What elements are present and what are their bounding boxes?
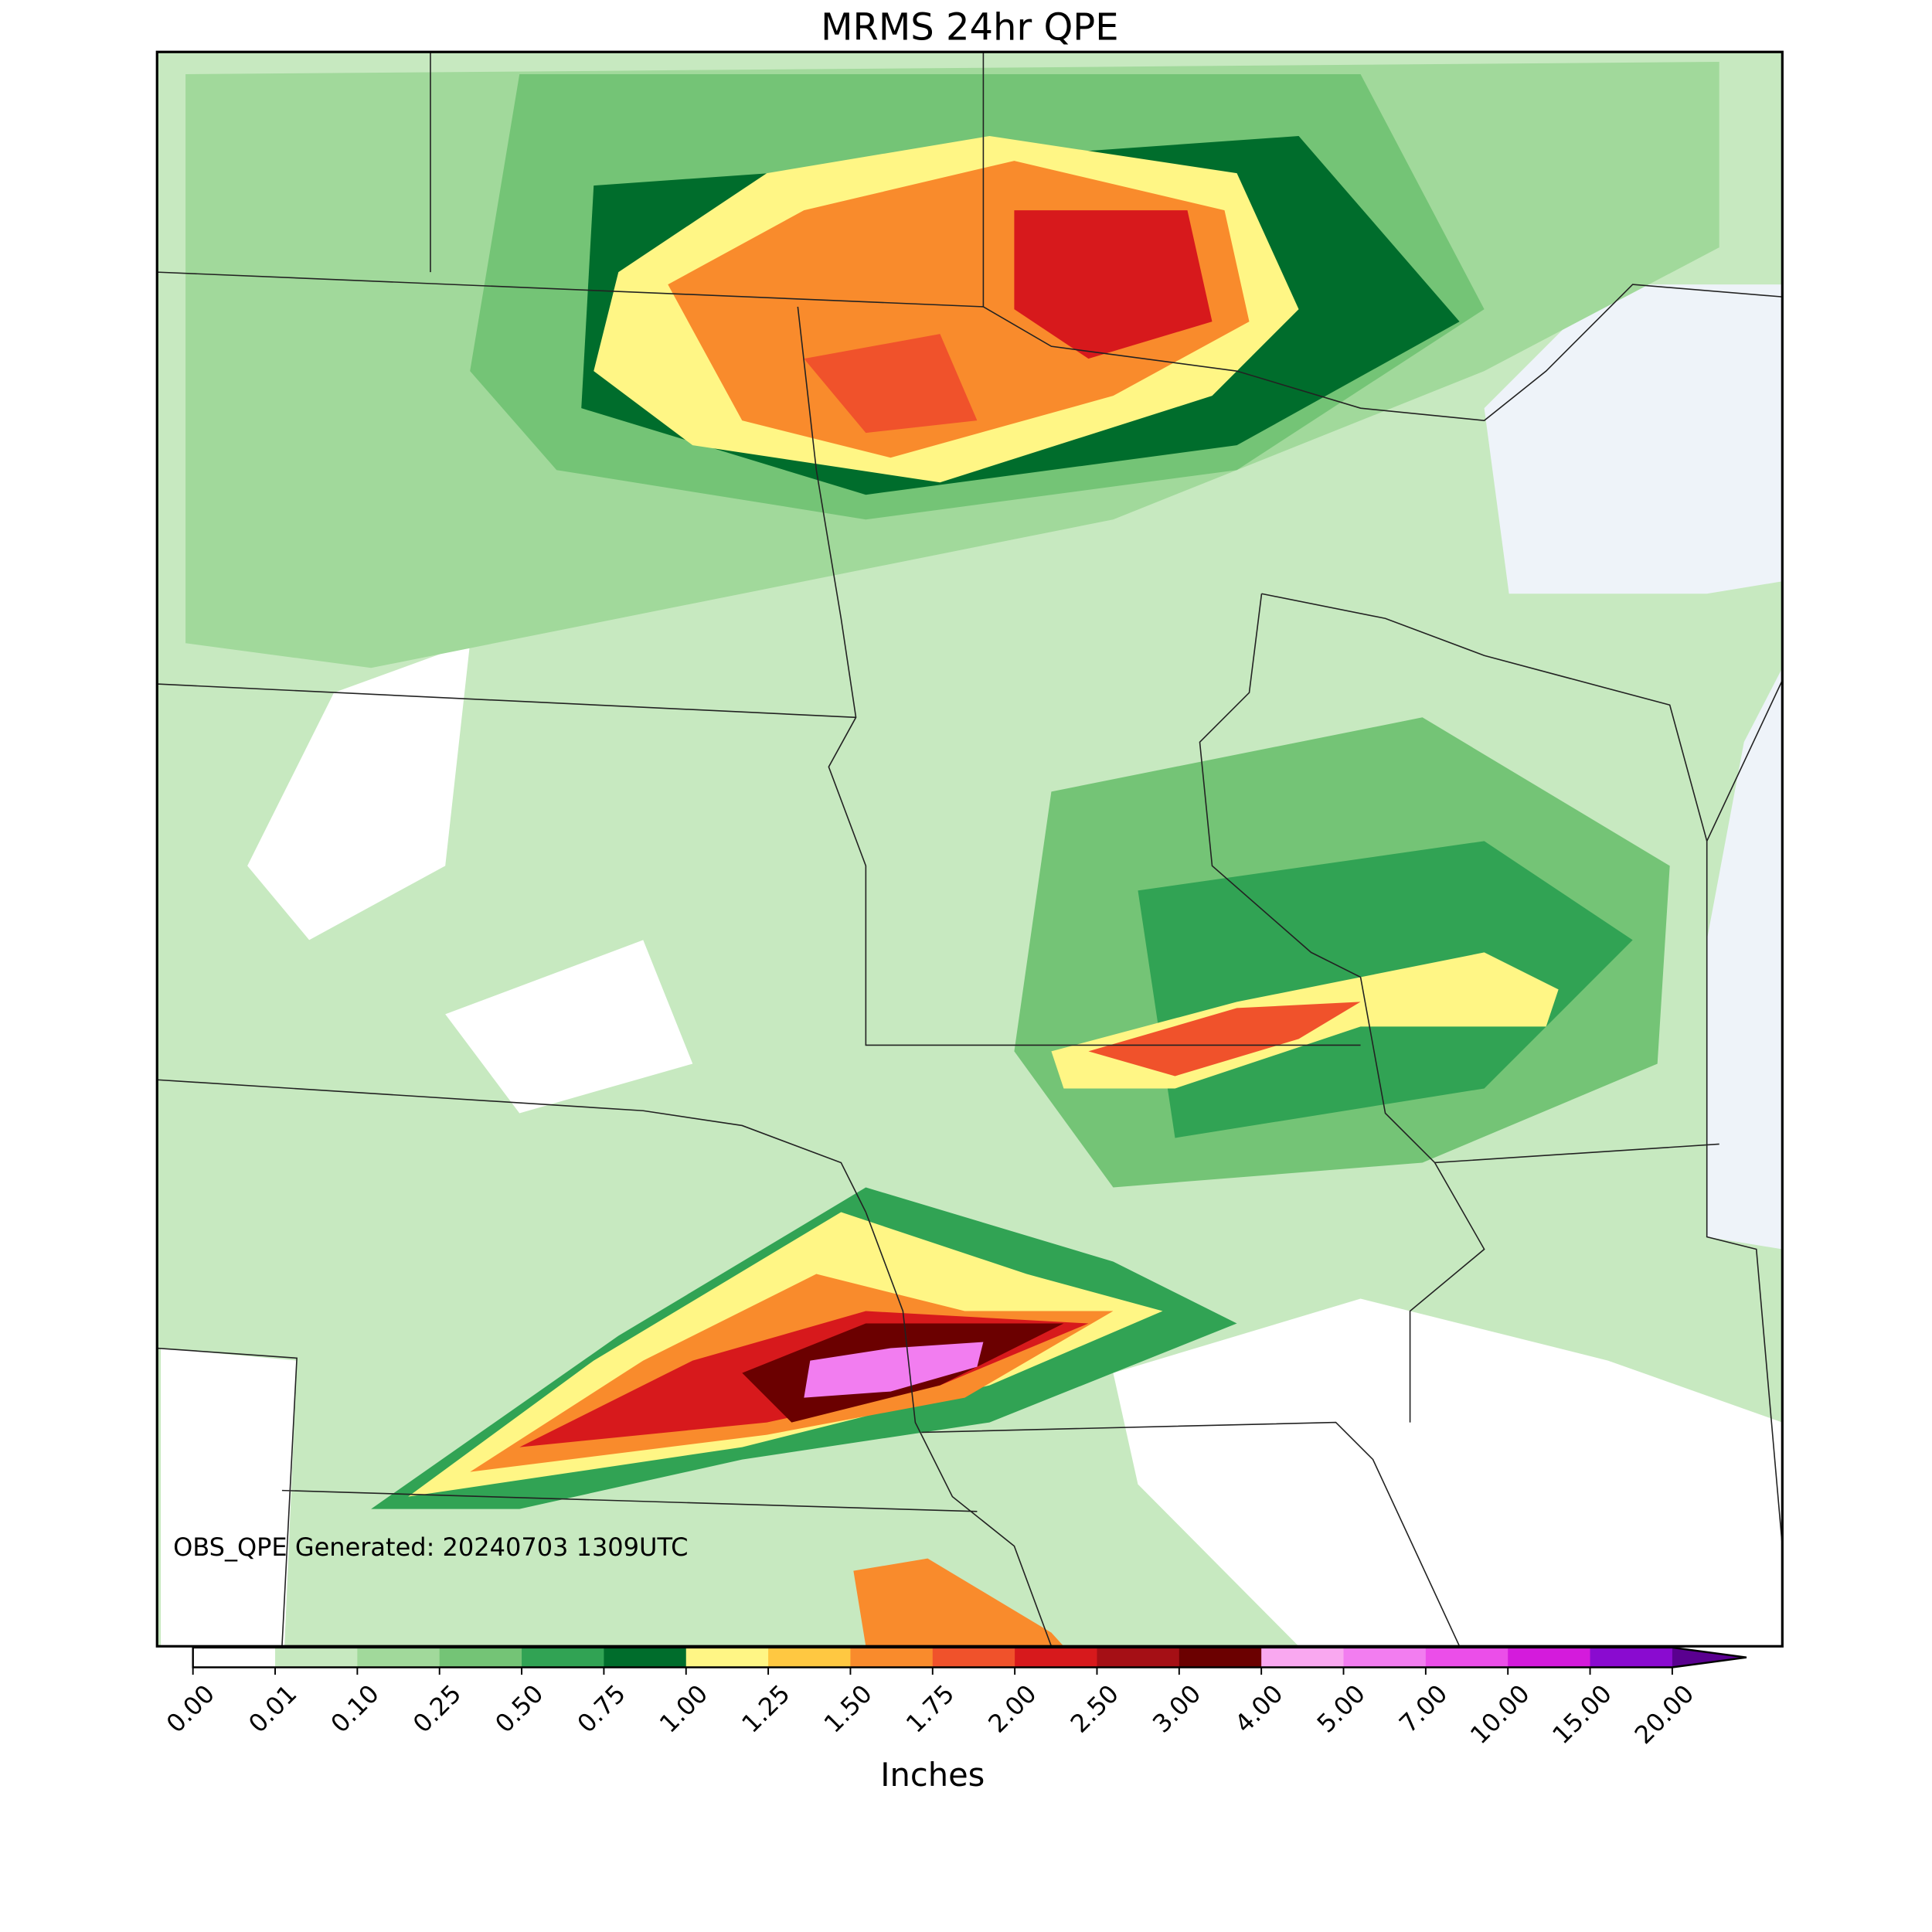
- colorbar-tick-label: 1.50: [818, 1679, 878, 1738]
- colorbar-tick-label: 1.00: [654, 1679, 713, 1738]
- precip: [853, 1558, 1064, 1647]
- colorbar-segment: [1343, 1647, 1427, 1668]
- colorbar: 0.00 0.01 0.10 0.25 0.50 0.75 1.00 1.25 1.50 1.75…: [161, 1646, 1747, 1750]
- colorbar-tick-label: 1.75: [900, 1679, 960, 1738]
- colorbar-tick-label: 7.00: [1393, 1679, 1453, 1738]
- state-borders: [157, 52, 1783, 1647]
- colorbar-segment: [1015, 1647, 1097, 1668]
- dry-area: [247, 643, 471, 940]
- precip: [804, 1342, 984, 1398]
- colorbar-segment: [1097, 1647, 1180, 1668]
- colorbar-segment: [1425, 1647, 1509, 1668]
- colorbar-segment: [192, 1647, 276, 1668]
- colorbar-segment: [604, 1647, 687, 1668]
- colorbar-segment: [685, 1647, 769, 1668]
- title: MRMS 24hr QPE: [821, 5, 1118, 49]
- colorbar-tick-label: 10.00: [1464, 1679, 1536, 1750]
- colorbar-tick-label: 4.00: [1229, 1679, 1288, 1738]
- colorbar-segment: [1590, 1647, 1673, 1668]
- colorbar-tick-label: 0.50: [489, 1679, 549, 1738]
- colorbar-segment: [439, 1647, 522, 1668]
- colorbar-tick-label: 2.50: [1065, 1679, 1124, 1738]
- colorbar-tick-label: 0.75: [572, 1679, 631, 1738]
- colorbar-tick-label: 15.00: [1546, 1679, 1617, 1750]
- map-frame: [155, 50, 1784, 1648]
- colorbar-tick-label: 2.00: [982, 1679, 1042, 1738]
- colorbar-tick-label: 0.00: [161, 1679, 220, 1738]
- colorbar-tick-label: 20.00: [1629, 1679, 1700, 1750]
- colorbar-segment: [1179, 1647, 1262, 1668]
- dry-area: [161, 1348, 298, 1647]
- precip: [1014, 210, 1213, 359]
- colorbar-segment: [522, 1647, 604, 1668]
- precip: [1088, 1002, 1361, 1077]
- annotation: OBS_QPE Generated: 20240703 1309UTC: [173, 1532, 688, 1562]
- colorbar-extend: [1672, 1647, 1747, 1668]
- colorbar-segment: [768, 1647, 851, 1668]
- colorbar-tick-label: 0.10: [325, 1679, 385, 1738]
- colorbar-segment: [932, 1647, 1015, 1668]
- colorbar-segment: [1261, 1647, 1344, 1668]
- map: [157, 52, 1783, 1647]
- colorbar-tick-label: 0.01: [243, 1679, 302, 1738]
- colorbar-tick-label: 5.00: [1311, 1679, 1371, 1738]
- colorbar-segment: [1508, 1647, 1591, 1668]
- precip: [804, 334, 978, 434]
- colorbar-tick-label: 3.00: [1147, 1679, 1206, 1738]
- colorbar-outline: [192, 1646, 1747, 1668]
- lake: [1484, 284, 1783, 594]
- colorbar-segment: [850, 1647, 934, 1668]
- colorbar-tick-label: 0.25: [407, 1679, 467, 1738]
- dry-area: [1113, 1298, 1783, 1647]
- colorbar-segment: [357, 1647, 440, 1668]
- colorbar-segment: [275, 1647, 358, 1668]
- colorbar-tick-label: 1.25: [736, 1679, 795, 1738]
- colorbar-label: Inches: [880, 1756, 985, 1794]
- lake: [1706, 668, 1783, 1250]
- dry-area: [445, 940, 693, 1114]
